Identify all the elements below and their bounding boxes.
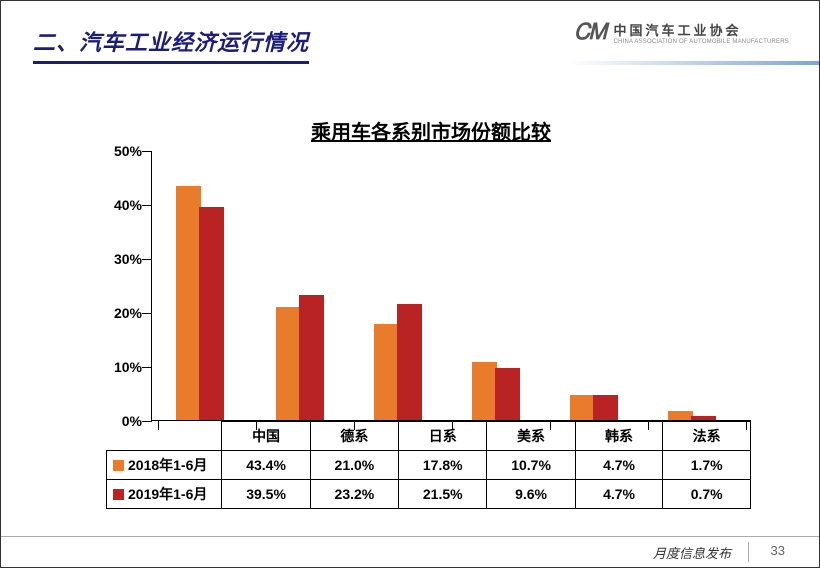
bar-series-b — [593, 395, 618, 420]
bar-group — [374, 304, 422, 420]
data-table: 中国德系日系美系韩系法系2018年1-6月43.4%21.0%17.8%10.7… — [106, 421, 751, 509]
bar-series-a — [668, 411, 693, 420]
value-cell: 1.7% — [663, 451, 751, 480]
category-cell: 韩系 — [575, 422, 663, 451]
y-tick-label: 40% — [94, 197, 142, 213]
y-tick — [142, 151, 152, 152]
y-tick — [142, 313, 152, 314]
bar-group — [668, 411, 716, 420]
bar-series-a — [176, 186, 201, 420]
org-name-en: CHINA ASSOCIATION OF AUTOMOBILE MANUFACT… — [614, 39, 789, 45]
value-cell: 39.5% — [222, 480, 310, 509]
category-cell: 中国 — [222, 422, 310, 451]
value-cell: 4.7% — [575, 451, 663, 480]
x-tick — [746, 420, 747, 430]
chart-title: 乘用车各系别市场份额比较 — [111, 116, 751, 145]
category-cell: 法系 — [663, 422, 751, 451]
chart-plot-area: 0%10%20%30%40%50% — [151, 151, 751, 421]
bar-series-b — [299, 295, 324, 420]
bar-group — [570, 395, 618, 420]
value-cell: 21.0% — [310, 451, 398, 480]
series-name-cell: 2019年1-6月 — [107, 480, 222, 509]
x-tick — [158, 420, 159, 430]
bar-series-b — [199, 207, 224, 420]
bar-series-a — [276, 307, 301, 420]
logo-mark-icon: ᏟᎷ — [574, 19, 605, 45]
y-tick-label: 50% — [94, 143, 142, 159]
value-cell: 9.6% — [487, 480, 575, 509]
x-tick — [354, 420, 355, 430]
y-tick — [142, 367, 152, 368]
bar-series-a — [374, 324, 399, 420]
page-number: 33 — [771, 543, 785, 558]
y-tick-label: 0% — [94, 413, 142, 429]
y-tick-label: 20% — [94, 305, 142, 321]
table-header-row: 中国德系日系美系韩系法系 — [107, 422, 751, 451]
value-cell: 0.7% — [663, 480, 751, 509]
footer-separator — [748, 542, 749, 562]
slide-footer: 月度信息发布 33 — [1, 536, 819, 567]
table-row: 2018年1-6月43.4%21.0%17.8%10.7%4.7%1.7% — [107, 451, 751, 480]
bar-group — [472, 362, 520, 420]
y-tick-label: 30% — [94, 251, 142, 267]
y-tick — [142, 205, 152, 206]
bar-series-b — [691, 416, 716, 420]
value-cell: 23.2% — [310, 480, 398, 509]
bar-group — [276, 295, 324, 420]
x-tick — [648, 420, 649, 430]
value-cell: 21.5% — [399, 480, 487, 509]
bar-series-a — [472, 362, 497, 420]
chart-container: 乘用车各系别市场份额比较 0%10%20%30%40%50% 中国德系日系美系韩… — [111, 116, 751, 509]
value-cell: 43.4% — [222, 451, 310, 480]
value-cell: 17.8% — [399, 451, 487, 480]
y-tick — [142, 421, 152, 422]
legend-swatch-icon — [113, 460, 124, 471]
section-title: 二、汽车工业经济运行情况 — [33, 25, 309, 64]
bar-series-b — [495, 368, 520, 420]
value-cell: 4.7% — [575, 480, 663, 509]
bar-series-a — [570, 395, 595, 420]
x-tick — [256, 420, 257, 430]
value-cell: 10.7% — [487, 451, 575, 480]
series-name-cell: 2018年1-6月 — [107, 451, 222, 480]
x-tick — [550, 420, 551, 430]
footer-text: 月度信息发布 — [653, 543, 731, 562]
org-logo: ᏟᎷ 中国汽车工业协会 CHINA ASSOCIATION OF AUTOMOB… — [574, 19, 789, 45]
y-tick — [142, 259, 152, 260]
legend-swatch-icon — [113, 489, 124, 500]
category-cell: 美系 — [487, 422, 575, 451]
bar-group — [176, 186, 224, 420]
org-name-cn: 中国汽车工业协会 — [614, 20, 789, 39]
table-row: 2019年1-6月39.5%23.2%21.5%9.6%4.7%0.7% — [107, 480, 751, 509]
category-cell: 日系 — [399, 422, 487, 451]
y-tick-label: 10% — [94, 359, 142, 375]
bar-series-b — [397, 304, 422, 420]
x-tick — [452, 420, 453, 430]
header-gradient-rule — [569, 61, 819, 65]
